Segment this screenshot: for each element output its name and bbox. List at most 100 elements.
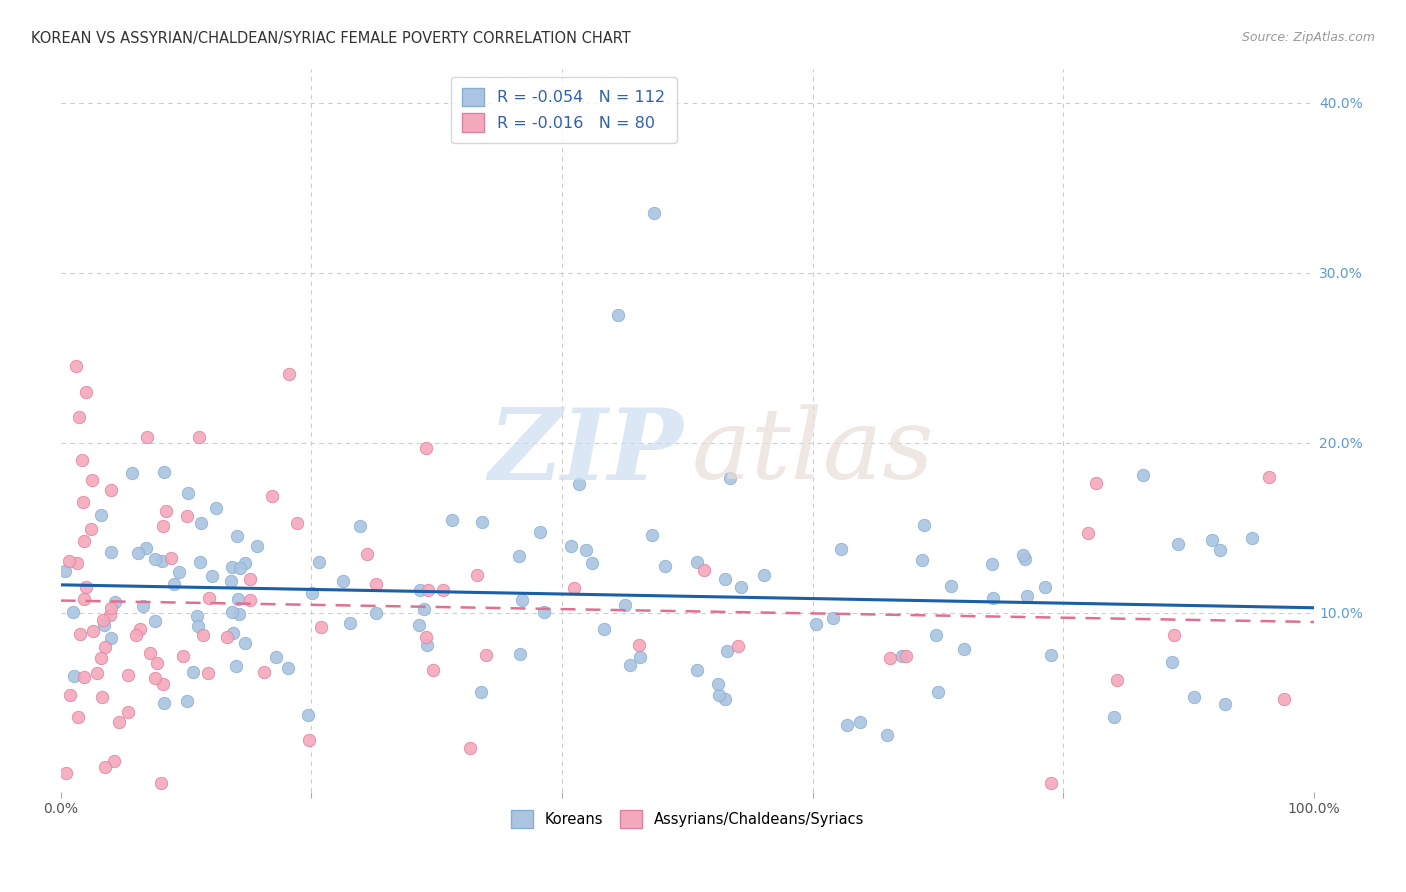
Point (308, 555, 330, 569)
Point (93, 618, 115, 632)
Point (716, 644, 738, 658)
Point (160, 551, 183, 566)
Point (309, 620, 332, 634)
Point (75, 580, 97, 594)
Point (823, 611, 845, 625)
Point (533, 605, 555, 619)
Point (246, 539, 269, 553)
Point (508, 549, 530, 563)
Point (1014, 551, 1036, 566)
Point (205, 501, 228, 516)
Point (1182, 690, 1205, 704)
Point (465, 567, 488, 582)
Point (262, 490, 284, 504)
Point (226, 592, 249, 607)
Point (349, 519, 371, 533)
Point (172, 648, 194, 663)
Point (1077, 526, 1099, 541)
Text: atlas: atlas (692, 404, 934, 500)
Point (132, 599, 155, 614)
Point (59, 688, 82, 702)
Point (1084, 475, 1107, 490)
Point (529, 524, 551, 539)
Text: ZIP: ZIP (489, 403, 683, 500)
Legend: Koreans, Assyrians/Chaldeans/Syriacs: Koreans, Assyrians/Chaldeans/Syriacs (503, 803, 872, 835)
Point (458, 741, 481, 756)
Point (1272, 691, 1295, 706)
Point (190, 516, 212, 531)
Point (1258, 469, 1281, 483)
Point (238, 572, 260, 586)
Point (1240, 531, 1263, 545)
Text: Source: ZipAtlas.com: Source: ZipAtlas.com (1241, 31, 1375, 45)
Point (162, 576, 184, 591)
Point (67, 410, 90, 425)
Point (1132, 468, 1154, 483)
Point (614, 598, 637, 612)
Point (339, 616, 361, 631)
Point (474, 648, 496, 662)
Point (470, 685, 492, 699)
Point (152, 465, 174, 479)
Point (593, 622, 616, 636)
Point (73, 534, 96, 549)
Point (1201, 533, 1223, 548)
Point (560, 539, 582, 553)
Point (75, 384, 97, 399)
Point (332, 574, 354, 588)
Point (641, 528, 664, 542)
Point (432, 583, 454, 598)
Point (1105, 673, 1128, 688)
Point (176, 694, 198, 708)
Point (628, 638, 651, 652)
Point (152, 676, 174, 690)
Point (149, 776, 172, 790)
Point (416, 582, 439, 597)
Point (366, 577, 388, 591)
Point (225, 529, 247, 543)
Point (152, 518, 174, 533)
Point (356, 547, 378, 561)
Point (911, 553, 934, 567)
Point (188, 555, 211, 569)
Point (718, 471, 741, 485)
Point (879, 651, 901, 665)
Point (127, 546, 149, 560)
Point (146, 656, 169, 670)
Point (80, 522, 103, 536)
Point (155, 504, 177, 518)
Point (894, 648, 917, 663)
Point (890, 648, 912, 663)
Point (912, 517, 935, 532)
Point (55, 766, 77, 780)
Point (415, 630, 437, 644)
Point (607, 308, 630, 322)
Point (941, 579, 963, 593)
Point (66, 556, 89, 570)
Point (654, 559, 676, 574)
Point (1102, 710, 1125, 724)
Point (730, 580, 752, 594)
Point (686, 555, 709, 569)
Point (285, 516, 308, 530)
Point (848, 714, 870, 729)
Point (686, 664, 709, 678)
Point (1209, 543, 1232, 558)
Point (568, 477, 591, 491)
Point (219, 574, 242, 588)
Point (63, 669, 86, 683)
Point (153, 697, 176, 711)
Point (415, 638, 437, 652)
Point (925, 627, 948, 641)
Point (727, 640, 749, 654)
Point (221, 605, 243, 619)
Point (575, 543, 598, 558)
Point (176, 508, 198, 523)
Point (197, 591, 219, 606)
Point (94, 760, 117, 774)
Point (201, 569, 224, 583)
Point (1033, 580, 1056, 594)
Point (82, 624, 104, 638)
Point (441, 513, 464, 527)
Point (298, 733, 321, 747)
